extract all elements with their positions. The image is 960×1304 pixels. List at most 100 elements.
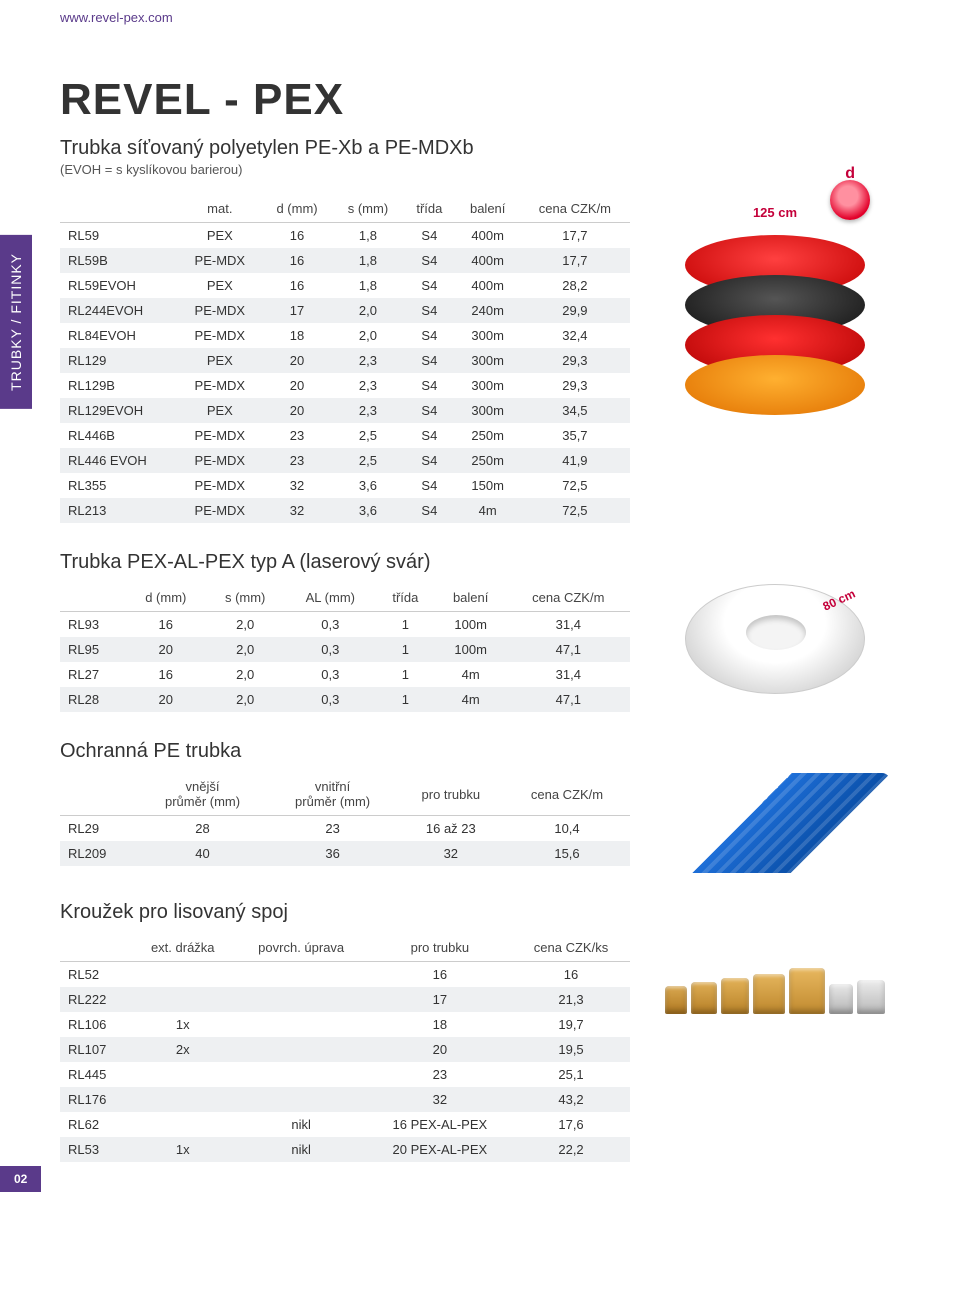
table-cell: 16 xyxy=(261,223,332,249)
table-cell: PE-MDX xyxy=(178,323,261,348)
table-cell: PE-MDX xyxy=(178,448,261,473)
page-number: 02 xyxy=(0,1166,41,1192)
section-title-conduit: Ochranná PE trubka xyxy=(60,740,900,763)
table-cell: 300m xyxy=(456,398,520,423)
table-cell: 17,6 xyxy=(512,1112,630,1137)
table-cell: 2,0 xyxy=(206,637,285,662)
table-cell: 1x xyxy=(131,1137,235,1162)
table-cell: S4 xyxy=(403,323,455,348)
table-cell: 2,5 xyxy=(333,448,403,473)
table-cell: RL95 xyxy=(60,637,126,662)
table-cell: RL129 xyxy=(60,348,178,373)
table-cell: RL129B xyxy=(60,373,178,398)
table-header: cena CZK/ks xyxy=(512,934,630,962)
table-cell: 0,3 xyxy=(285,662,376,687)
table-cell: 31,4 xyxy=(507,662,630,687)
table-cell: RL59 xyxy=(60,223,178,249)
table-cell: RL213 xyxy=(60,498,178,523)
table-cell: 250m xyxy=(456,448,520,473)
table-cell: 300m xyxy=(456,348,520,373)
table-cell xyxy=(235,987,368,1012)
table-cell: 16 xyxy=(368,962,512,988)
table-cell: 100m xyxy=(435,612,507,638)
table-header: balení xyxy=(456,195,520,223)
table-cell: 47,1 xyxy=(507,637,630,662)
table-cell: 29,3 xyxy=(520,348,630,373)
table-header: třída xyxy=(403,195,455,223)
table-cell: 250m xyxy=(456,423,520,448)
table-cell: RL59B xyxy=(60,248,178,273)
table-cell: 3,6 xyxy=(333,498,403,523)
table-cell: 16 PEX-AL-PEX xyxy=(368,1112,512,1137)
table-row: RL95202,00,31100m47,1 xyxy=(60,637,630,662)
table-row: RL84EVOHPE-MDX182,0S4300m32,4 xyxy=(60,323,630,348)
table-cell: 2,0 xyxy=(206,662,285,687)
table-cell: 2,3 xyxy=(333,348,403,373)
product-image-blue-conduit xyxy=(660,773,890,873)
table-cell xyxy=(131,987,235,1012)
table-cell: 4m xyxy=(435,687,507,712)
table-row: RL129PEX202,3S4300m29,3 xyxy=(60,348,630,373)
table-cell: S4 xyxy=(403,498,455,523)
table-cell: 23 xyxy=(261,448,332,473)
table-cell: 19,5 xyxy=(512,1037,630,1062)
table-cell: 17,7 xyxy=(520,248,630,273)
table-pex: mat.d (mm)s (mm)třídabalenícena CZK/m RL… xyxy=(60,195,630,523)
table-row: RL129BPE-MDX202,3S4300m29,3 xyxy=(60,373,630,398)
table-row: RL59BPE-MDX161,8S4400m17,7 xyxy=(60,248,630,273)
table-ring: ext. drážkapovrch. úpravapro trubkucena … xyxy=(60,934,630,1162)
table-cell: 16 xyxy=(512,962,630,988)
table-cell: 4m xyxy=(435,662,507,687)
table-cell: 1,8 xyxy=(333,223,403,249)
table-cell: 400m xyxy=(456,273,520,298)
table-cell: 36 xyxy=(268,841,398,866)
table-cell: nikl xyxy=(235,1137,368,1162)
table-cell: S4 xyxy=(403,398,455,423)
table-cell: 1 xyxy=(376,612,435,638)
table-header: vnitřníprůměr (mm) xyxy=(268,773,398,816)
table-cell: 16 xyxy=(261,273,332,298)
table-cell: 0,3 xyxy=(285,637,376,662)
table-cell: 72,5 xyxy=(520,498,630,523)
table-cell: 47,1 xyxy=(507,687,630,712)
table-row: RL59PEX161,8S4400m17,7 xyxy=(60,223,630,249)
table-cell: 31,4 xyxy=(507,612,630,638)
table-cell: 16 xyxy=(126,612,206,638)
table-cell: 2,3 xyxy=(333,373,403,398)
table-cell xyxy=(131,1062,235,1087)
table-cell: 32,4 xyxy=(520,323,630,348)
table-cell: 40 xyxy=(138,841,268,866)
table-row: RL531xnikl20 PEX-AL-PEX22,2 xyxy=(60,1137,630,1162)
table-cell: RL62 xyxy=(60,1112,131,1137)
table-cell xyxy=(235,1037,368,1062)
table-cell: PE-MDX xyxy=(178,473,261,498)
table-cell: 21,3 xyxy=(512,987,630,1012)
table-row: RL20940363215,6 xyxy=(60,841,630,866)
table-cell xyxy=(235,962,368,988)
table-cell: RL209 xyxy=(60,841,138,866)
table-cell: 18 xyxy=(368,1012,512,1037)
table-header: třída xyxy=(376,584,435,612)
table-cell: 25,1 xyxy=(512,1062,630,1087)
table-cell: 22,2 xyxy=(512,1137,630,1162)
table-cell: 400m xyxy=(456,248,520,273)
table-cell: RL176 xyxy=(60,1087,131,1112)
table-cell: 1x xyxy=(131,1012,235,1037)
table-cell: 41,9 xyxy=(520,448,630,473)
table-cell: S4 xyxy=(403,373,455,398)
table-cell: 150m xyxy=(456,473,520,498)
table-cell: RL29 xyxy=(60,816,138,842)
table-header: pro trubku xyxy=(368,934,512,962)
table-cell: S4 xyxy=(403,273,455,298)
table-cell: RL84EVOH xyxy=(60,323,178,348)
table-cell xyxy=(131,1087,235,1112)
table-row: RL27162,00,314m31,4 xyxy=(60,662,630,687)
table-row: RL446 EVOHPE-MDX232,5S4250m41,9 xyxy=(60,448,630,473)
table-row: RL446BPE-MDX232,5S4250m35,7 xyxy=(60,423,630,448)
table-cell: S4 xyxy=(403,223,455,249)
table-header: povrch. úprava xyxy=(235,934,368,962)
table-cell xyxy=(235,1087,368,1112)
dimension-80: 80 cm xyxy=(821,586,858,613)
page-url: www.revel-pex.com xyxy=(60,10,900,25)
table-cell: 2,0 xyxy=(206,687,285,712)
